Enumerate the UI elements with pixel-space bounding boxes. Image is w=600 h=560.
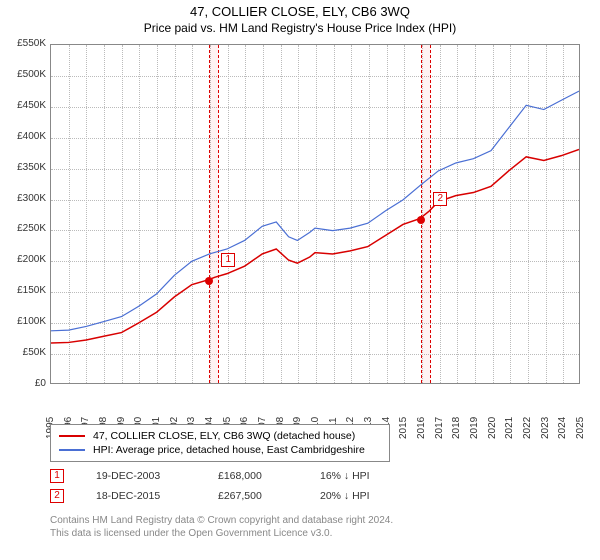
sales-table: 1 19-DEC-2003 £168,000 16% ↓ HPI 2 18-DEC-201… [50,466,370,506]
sale-row: 2 18-DEC-2015 £267,500 20% ↓ HPI [50,486,370,506]
x-tick-label: 2016 [416,417,427,439]
sale-delta: 20% ↓ HPI [320,490,370,502]
y-tick-label: £150K [0,285,46,296]
y-tick-label: £300K [0,193,46,204]
sale-marker-label: 1 [221,253,235,267]
y-tick-label: £350K [0,162,46,173]
x-tick-label: 2017 [434,417,445,439]
y-tick-label: £200K [0,254,46,265]
legend-label: 47, COLLIER CLOSE, ELY, CB6 3WQ (detache… [93,430,355,442]
x-tick-label: 2022 [522,417,533,439]
sale-badge: 2 [50,489,64,503]
page-title: 47, COLLIER CLOSE, ELY, CB6 3WQ [0,4,600,19]
attribution: Contains HM Land Registry data © Crown c… [50,514,393,540]
legend-swatch [59,449,85,451]
legend: 47, COLLIER CLOSE, ELY, CB6 3WQ (detache… [50,424,390,462]
y-tick-label: £100K [0,316,46,327]
x-tick-label: 2024 [557,417,568,439]
y-tick-label: £550K [0,38,46,49]
x-tick-label: 2018 [451,417,462,439]
line-chart-svg [51,45,579,383]
x-tick-label: 2020 [487,417,498,439]
sale-date: 18-DEC-2015 [96,490,186,502]
sale-delta: 16% ↓ HPI [320,470,370,482]
sale-marker-label: 2 [433,192,447,206]
sale-row: 1 19-DEC-2003 £168,000 16% ↓ HPI [50,466,370,486]
series-price_paid [51,149,579,343]
y-tick-label: £50K [0,347,46,358]
sale-badge: 1 [50,469,64,483]
y-tick-label: £500K [0,69,46,80]
attribution-line-1: Contains HM Land Registry data © Crown c… [50,514,393,527]
y-tick-label: £450K [0,100,46,111]
legend-swatch [59,435,85,437]
y-tick-label: £400K [0,131,46,142]
x-tick-label: 2025 [575,417,586,439]
y-tick-label: £0 [0,378,46,389]
sale-marker [205,277,213,285]
y-tick-label: £250K [0,223,46,234]
sale-date: 19-DEC-2003 [96,470,186,482]
plot-area: 12 [50,44,580,384]
legend-label: HPI: Average price, detached house, East… [93,444,365,456]
page-subtitle: Price paid vs. HM Land Registry's House … [0,21,600,35]
legend-item: HPI: Average price, detached house, East… [59,443,381,457]
attribution-line-2: This data is licensed under the Open Gov… [50,527,393,540]
x-tick-label: 2023 [540,417,551,439]
chart-container: 12 £0£50K£100K£150K£200K£250K£300K£350K£… [0,44,600,420]
sale-marker [417,216,425,224]
sale-price: £267,500 [218,490,288,502]
x-tick-label: 2015 [398,417,409,439]
x-tick-label: 2019 [469,417,480,439]
legend-item: 47, COLLIER CLOSE, ELY, CB6 3WQ (detache… [59,429,381,443]
sale-price: £168,000 [218,470,288,482]
series-hpi [51,91,579,331]
x-tick-label: 2021 [504,417,515,439]
